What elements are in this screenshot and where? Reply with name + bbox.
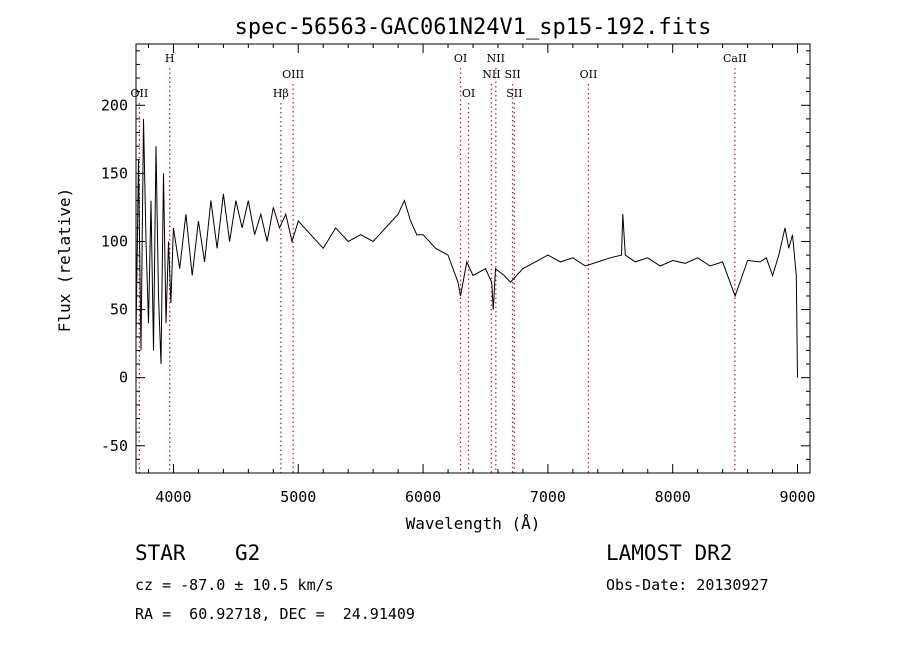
y-axis-label: Flux (relative) [55, 188, 74, 333]
sky-coordinates: RA = 60.92718, DEC = 24.91409 [135, 605, 415, 623]
y-tick-label-4: 150 [101, 164, 128, 182]
spectrum-line [135, 118, 798, 378]
emission-line-markers [138, 68, 736, 473]
y-tick-label-5: 200 [101, 96, 128, 114]
line-label-1: H [165, 52, 175, 65]
plot-frame [135, 43, 811, 474]
y-tick-label-1: 0 [119, 369, 128, 387]
emission-line-labels: OII H Hβ OIII OI OI NII NII SII SII OII CaII [131, 52, 747, 100]
object-class: STAR [135, 541, 186, 565]
line-label-3: OIII [282, 68, 304, 81]
x-tick-label-0: 4000 [155, 488, 191, 506]
x-tick-label-4: 8000 [655, 488, 691, 506]
object-subclass: G2 [235, 541, 261, 565]
y-tick-label-0: -50 [101, 437, 128, 455]
x-axis: 4000 5000 6000 7000 8000 9000 [147, 44, 816, 506]
line-label-0: OII [131, 87, 149, 100]
line-label-2: Hβ [273, 87, 289, 100]
line-label-5: OI [462, 87, 475, 100]
observation-date: Obs-Date: 20130927 [606, 576, 769, 594]
y-tick-label-3: 100 [101, 232, 128, 250]
line-label-8: SII [504, 68, 520, 81]
line-label-11: CaII [723, 52, 747, 65]
x-tick-label-3: 7000 [530, 488, 566, 506]
x-tick-label-1: 5000 [280, 488, 316, 506]
line-label-6: NII [482, 68, 500, 81]
survey-release: LAMOST DR2 [606, 541, 733, 565]
line-label-7: NII [487, 52, 505, 65]
line-label-10: OII [580, 68, 598, 81]
redshift-velocity: cz = -87.0 ± 10.5 km/s [135, 576, 334, 594]
x-tick-label-5: 9000 [779, 488, 815, 506]
x-axis-label: Wavelength (Å) [406, 514, 541, 533]
y-axis: -50 0 50 100 150 200 [101, 50, 810, 460]
chart-title: spec-56563-GAC061N24V1_sp15-192.fits [235, 15, 712, 40]
line-label-4: OI [454, 52, 467, 65]
y-tick-label-2: 50 [110, 301, 128, 319]
x-tick-label-2: 6000 [405, 488, 441, 506]
line-label-9: SII [506, 87, 522, 100]
